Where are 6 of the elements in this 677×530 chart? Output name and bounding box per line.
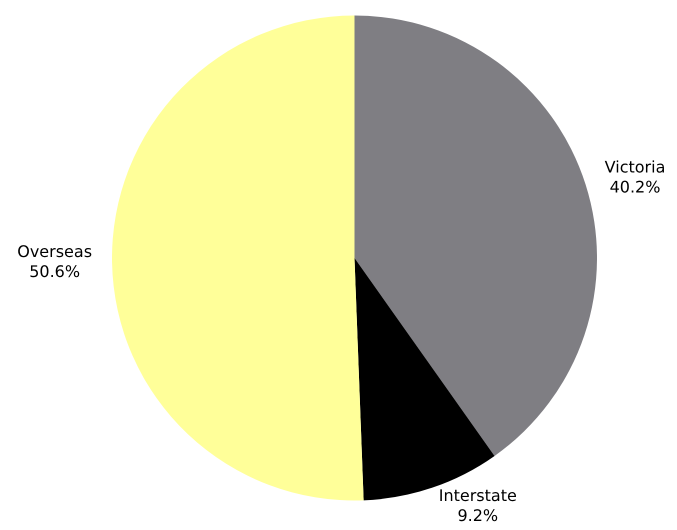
slice-label: Interstate — [438, 486, 517, 505]
data-label: 50.6% — [29, 262, 80, 282]
slice-label: Overseas — [17, 242, 92, 262]
slice-label: Victoria — [604, 158, 666, 177]
data-label: 9.2% — [457, 506, 498, 525]
data-label: 40.2% — [610, 178, 660, 197]
